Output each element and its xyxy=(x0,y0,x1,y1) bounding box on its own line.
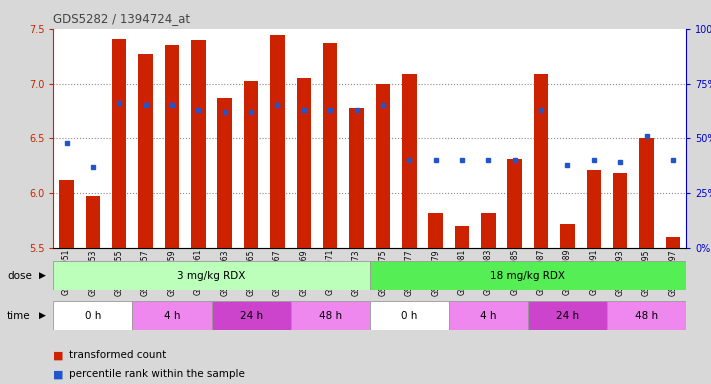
Bar xyxy=(53,301,132,330)
Text: ■: ■ xyxy=(53,350,64,360)
Text: 0 h: 0 h xyxy=(85,311,101,321)
Text: ▶: ▶ xyxy=(39,271,46,280)
Bar xyxy=(296,78,311,248)
Text: transformed count: transformed count xyxy=(69,350,166,360)
Text: dose: dose xyxy=(7,270,32,281)
Bar xyxy=(291,301,370,330)
Bar xyxy=(528,301,607,330)
Bar xyxy=(244,81,258,248)
Bar xyxy=(112,39,127,248)
Text: 48 h: 48 h xyxy=(319,311,342,321)
Bar xyxy=(665,237,680,248)
Bar xyxy=(218,98,232,248)
Bar xyxy=(607,301,686,330)
Bar xyxy=(481,213,496,248)
Text: percentile rank within the sample: percentile rank within the sample xyxy=(69,369,245,379)
Text: 0 h: 0 h xyxy=(401,311,417,321)
Bar xyxy=(85,196,100,248)
Text: 4 h: 4 h xyxy=(480,311,496,321)
Bar xyxy=(349,108,364,248)
Bar xyxy=(132,301,212,330)
Bar xyxy=(534,74,548,248)
Text: GDS5282 / 1394724_at: GDS5282 / 1394724_at xyxy=(53,12,191,25)
Text: ■: ■ xyxy=(53,369,64,379)
Bar xyxy=(212,301,291,330)
Bar xyxy=(508,159,522,248)
Text: 18 mg/kg RDX: 18 mg/kg RDX xyxy=(491,270,565,281)
Bar xyxy=(429,213,443,248)
Bar xyxy=(560,223,574,248)
Bar xyxy=(191,40,205,248)
Text: 4 h: 4 h xyxy=(164,311,180,321)
Bar xyxy=(455,226,469,248)
Bar xyxy=(370,261,686,290)
Bar xyxy=(59,180,74,248)
Bar xyxy=(402,74,417,248)
Bar xyxy=(613,173,627,248)
Text: time: time xyxy=(7,311,31,321)
Text: 24 h: 24 h xyxy=(240,311,262,321)
Bar xyxy=(139,54,153,248)
Bar xyxy=(587,170,601,248)
Bar xyxy=(53,261,370,290)
Text: 3 mg/kg RDX: 3 mg/kg RDX xyxy=(177,270,246,281)
Bar xyxy=(449,301,528,330)
Bar xyxy=(165,45,179,248)
Bar xyxy=(270,35,284,248)
Bar xyxy=(639,138,654,248)
Text: ▶: ▶ xyxy=(39,311,46,320)
Bar xyxy=(370,301,449,330)
Bar xyxy=(375,84,390,248)
Bar xyxy=(323,43,338,248)
Text: 24 h: 24 h xyxy=(556,311,579,321)
Text: 48 h: 48 h xyxy=(635,311,658,321)
